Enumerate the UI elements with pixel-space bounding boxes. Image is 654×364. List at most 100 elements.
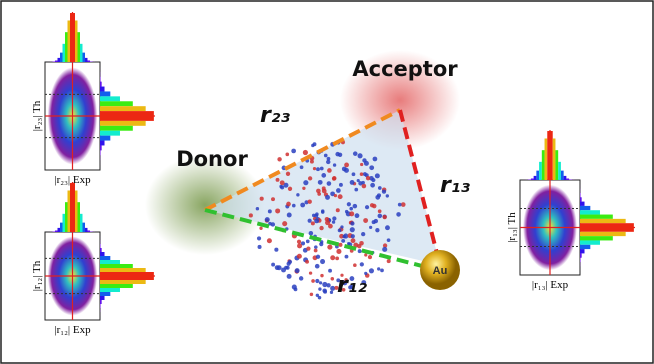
atom — [360, 163, 363, 166]
atom — [361, 232, 365, 236]
atom — [287, 274, 292, 279]
atom — [371, 178, 375, 182]
atom — [285, 153, 289, 157]
y-axis-label: |r₁₂| Th — [31, 260, 43, 291]
hist-bar — [70, 183, 73, 232]
atom — [322, 282, 327, 287]
hist-bar — [580, 197, 582, 201]
atom — [370, 183, 375, 188]
hist-bar — [100, 121, 146, 126]
atom — [347, 202, 351, 206]
atom — [375, 228, 379, 232]
atom — [332, 220, 335, 223]
atom — [354, 188, 358, 192]
atom — [339, 183, 343, 187]
atom — [316, 255, 320, 259]
hist-bar — [60, 53, 63, 62]
atom — [375, 195, 380, 200]
atom — [277, 265, 282, 270]
atom — [345, 255, 349, 259]
hist-bar — [100, 284, 133, 288]
atom — [318, 287, 321, 290]
atom — [282, 221, 287, 226]
atom — [276, 178, 280, 182]
hist-bar — [55, 230, 58, 232]
hist-bar — [580, 253, 582, 257]
atom — [315, 279, 319, 283]
hist-bar — [60, 223, 63, 232]
atom — [295, 268, 300, 273]
atom — [327, 168, 332, 173]
hist-bar — [580, 215, 613, 219]
atom — [324, 154, 328, 158]
atom — [351, 234, 355, 238]
atom — [297, 243, 302, 248]
atom — [277, 157, 281, 161]
atom — [315, 212, 319, 216]
atom — [365, 205, 369, 209]
hist-bar — [580, 245, 590, 249]
atom — [370, 203, 374, 207]
hist-bar — [550, 131, 553, 180]
atom — [340, 225, 343, 228]
atom — [322, 186, 326, 190]
y-axis-label: |r₁₃| Th — [506, 212, 518, 243]
atom — [280, 185, 284, 189]
gold-label: Au — [433, 265, 448, 277]
hist-bar — [100, 264, 133, 268]
atom — [338, 243, 342, 247]
hist-bar — [100, 91, 110, 96]
hist-bar — [545, 138, 548, 180]
atom — [362, 158, 366, 162]
atom — [275, 208, 280, 213]
hist-bar — [100, 145, 102, 150]
hist-bar — [100, 300, 102, 304]
atom — [312, 214, 316, 218]
hist-bar — [75, 20, 78, 62]
atom — [280, 180, 285, 185]
atom — [257, 236, 261, 240]
hist-bar — [100, 256, 110, 260]
atom — [350, 221, 354, 225]
hist-bar — [580, 228, 634, 232]
hist-bar — [100, 82, 102, 87]
hist-bar — [580, 249, 585, 253]
atom — [309, 271, 312, 274]
donor-label: Donor — [176, 147, 248, 171]
atom — [377, 267, 380, 270]
atom — [323, 290, 327, 294]
atom — [360, 172, 364, 176]
atom — [306, 240, 310, 244]
atom — [319, 281, 322, 284]
atom — [351, 238, 356, 243]
atom — [292, 204, 296, 208]
atom — [303, 180, 308, 185]
hist-bar — [558, 162, 561, 180]
hist-bar — [580, 193, 581, 197]
atom — [319, 242, 323, 246]
acceptor-label: Acceptor — [352, 57, 458, 81]
hist-bar — [100, 292, 110, 296]
atom — [378, 209, 382, 213]
atom — [331, 277, 335, 281]
atom — [401, 202, 406, 207]
atom — [338, 228, 342, 232]
atom — [260, 197, 264, 201]
atom — [378, 186, 382, 190]
atom — [302, 187, 305, 190]
hist-bar — [80, 214, 83, 232]
hist-bar — [58, 58, 61, 62]
atom — [364, 253, 367, 256]
atom — [334, 194, 337, 197]
atom — [374, 219, 378, 223]
atom — [319, 226, 323, 230]
atom — [368, 255, 372, 259]
atom — [297, 240, 301, 244]
atom — [369, 165, 374, 170]
hist-bar — [100, 296, 105, 300]
atom — [287, 213, 292, 218]
atom — [396, 212, 401, 217]
hist-bar — [100, 136, 110, 141]
atom — [308, 176, 312, 180]
atom — [375, 173, 380, 178]
